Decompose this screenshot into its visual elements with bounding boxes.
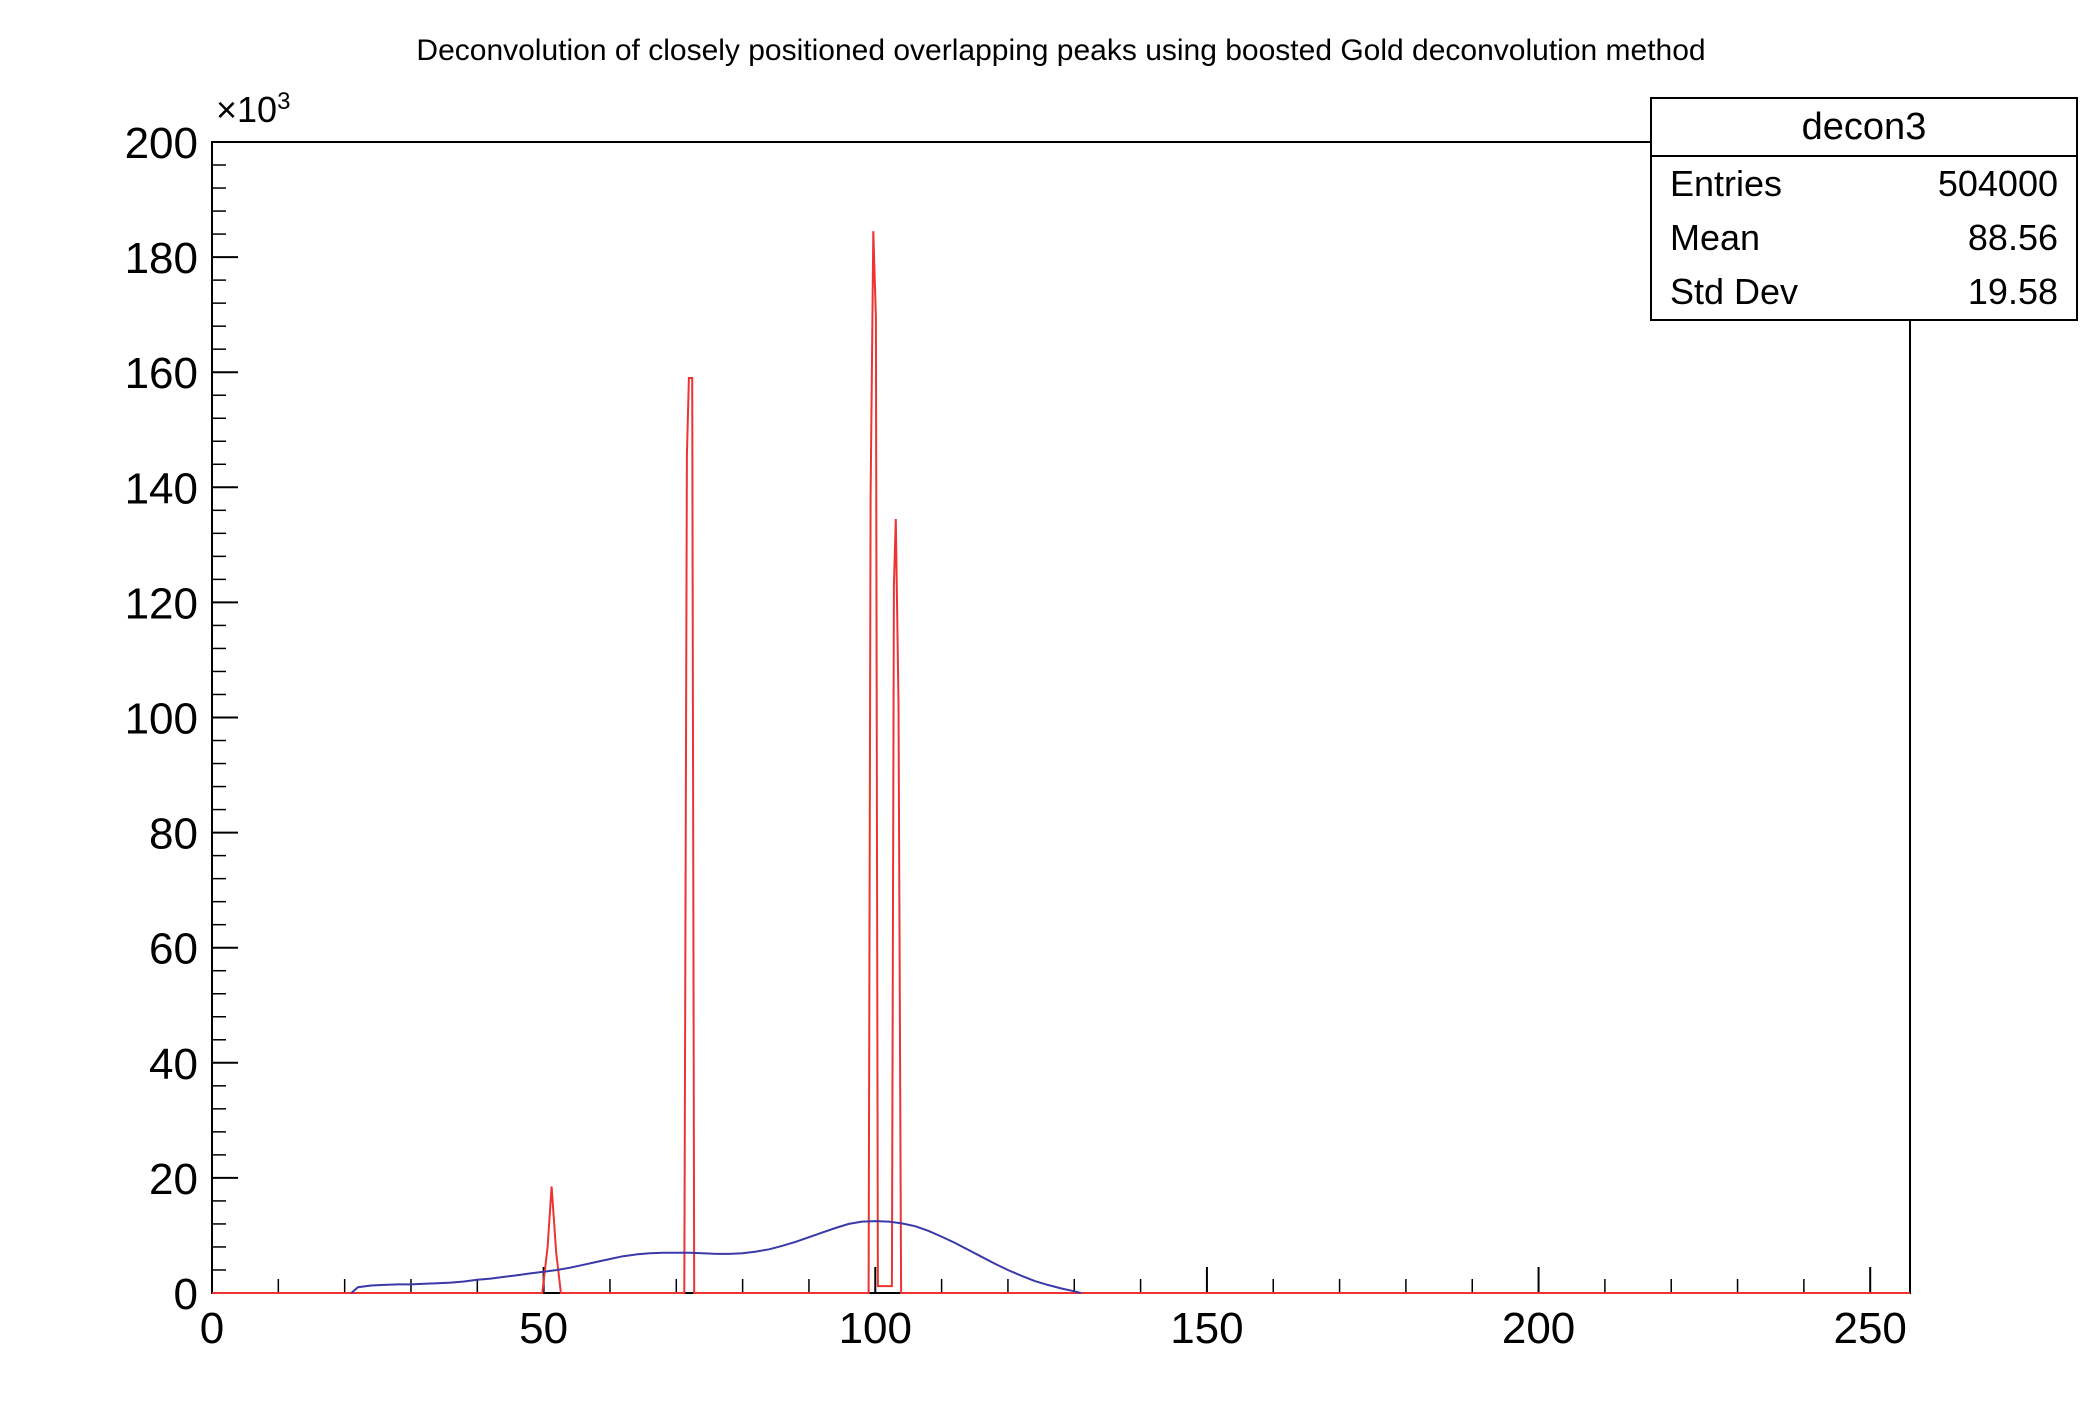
source-spectrum-line bbox=[350, 1220, 1082, 1294]
y-tick-label: 40 bbox=[149, 1040, 198, 1089]
chart-title: Deconvolution of closely positioned over… bbox=[416, 34, 1706, 67]
x-tick-label: 150 bbox=[1170, 1304, 1243, 1353]
y-tick-label: 100 bbox=[125, 695, 198, 744]
y-tick-label: 80 bbox=[149, 810, 198, 859]
stats-row-entries: Entries 504000 bbox=[1652, 157, 2076, 211]
x-tick-label: 100 bbox=[839, 1304, 912, 1353]
y-tick-label: 60 bbox=[149, 925, 198, 974]
y-tick-label: 20 bbox=[149, 1155, 198, 1204]
y-tick-label: 140 bbox=[125, 464, 198, 513]
y-tick-label: 0 bbox=[174, 1270, 198, 1319]
stats-value-entries: 504000 bbox=[1937, 163, 2058, 204]
stats-box-title: decon3 bbox=[1652, 99, 2076, 157]
y-tick-label: 120 bbox=[125, 579, 198, 628]
stats-label-entries: Entries bbox=[1670, 163, 1783, 204]
stats-row-mean: Mean 88.56 bbox=[1652, 211, 2076, 265]
y-axis-exponent-label: ×103 bbox=[216, 88, 290, 131]
y-axis-exponent-power: 3 bbox=[277, 88, 291, 115]
y-axis-exponent-base: ×10 bbox=[216, 89, 278, 130]
stats-value-stddev: 19.58 bbox=[1967, 271, 2058, 312]
stats-row-stddev: Std Dev 19.58 bbox=[1652, 265, 2076, 319]
x-tick-label: 200 bbox=[1502, 1304, 1575, 1353]
y-tick-label: 200 bbox=[125, 119, 198, 168]
stats-label-mean: Mean bbox=[1670, 217, 1761, 258]
deconvolved-peaks-line bbox=[212, 231, 1910, 1294]
stats-label-stddev: Std Dev bbox=[1670, 271, 1799, 312]
stats-box: decon3 Entries 504000 Mean 88.56 Std Dev… bbox=[1650, 97, 2078, 321]
x-tick-label: 250 bbox=[1833, 1304, 1906, 1353]
y-tick-label: 160 bbox=[125, 349, 198, 398]
x-tick-label: 50 bbox=[519, 1304, 568, 1353]
stats-value-mean: 88.56 bbox=[1967, 217, 2058, 258]
x-tick-label: 0 bbox=[200, 1304, 224, 1353]
y-tick-label: 180 bbox=[125, 234, 198, 283]
